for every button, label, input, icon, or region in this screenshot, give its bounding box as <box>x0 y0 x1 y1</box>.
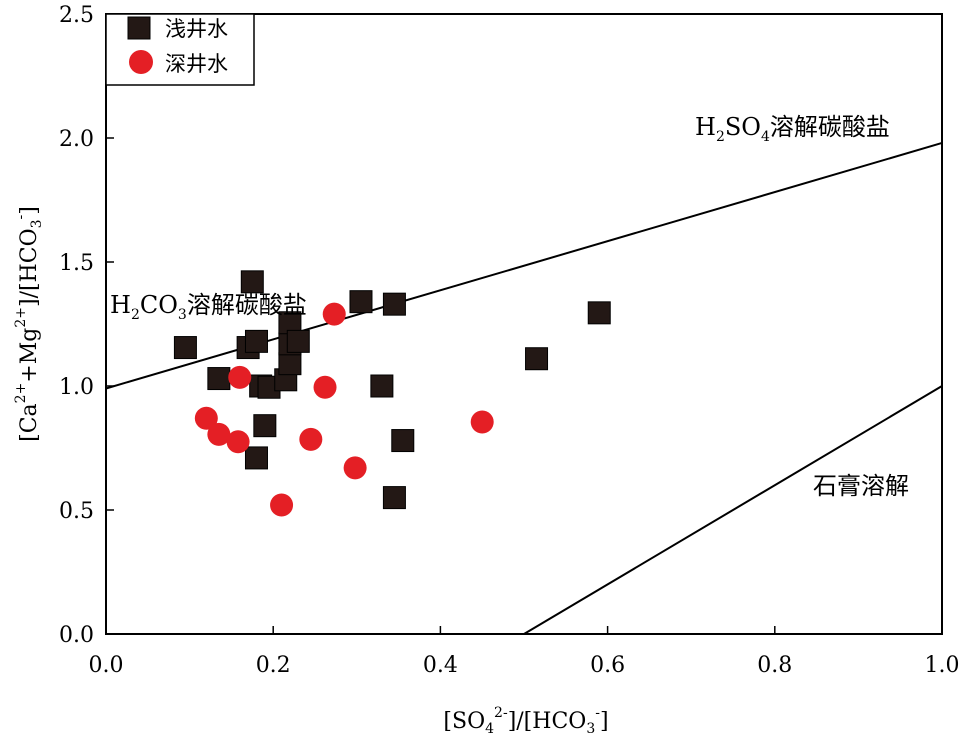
x-tick-label: 0.6 <box>590 653 625 678</box>
x-tick-label: 0.4 <box>423 653 458 678</box>
annotation-h2so4-pre: H <box>695 113 716 141</box>
shallow-well-point <box>244 446 268 470</box>
shallow-well-point <box>525 347 549 371</box>
y-title-sub: 3 <box>29 219 45 228</box>
x-title-sub2: 3 <box>586 721 595 737</box>
x-title-prefix: [SO <box>443 709 485 734</box>
annotation-h2co3-mid: CO <box>140 291 178 319</box>
deep-well-point <box>299 427 323 451</box>
legend: 浅井水 深井水 <box>105 13 255 86</box>
annotation-h2so4-post: 溶解碳酸盐 <box>770 113 890 141</box>
deep-well-point <box>470 410 494 434</box>
shallow-well-point <box>382 486 406 510</box>
axis-ticks: 0.0 0.2 0.4 0.6 0.8 1.0 0.0 0.5 1.0 1.5 2.0 2.5 <box>59 3 960 678</box>
legend-label-shallow: 浅井水 <box>165 17 228 41</box>
plot-frame <box>105 13 943 635</box>
annotation-h2co3-sub2: 3 <box>178 307 187 323</box>
shallow-well-point <box>207 367 231 391</box>
y-tick-label: 2.5 <box>59 3 94 28</box>
x-title-end: ] <box>600 709 609 734</box>
y-title-sup2: 2+ <box>13 307 29 328</box>
deep-well-point <box>313 375 337 399</box>
annotation-h2co3-pre: H <box>110 291 131 319</box>
x-tick-label: 1.0 <box>925 653 960 678</box>
x-axis-title: [SO42-]/[HCO3-] <box>443 705 608 737</box>
y-title-sup: 2+ <box>13 383 29 404</box>
shallow-well-point <box>240 270 264 294</box>
annotation-h2co3: H2CO3溶解碳酸盐 <box>110 291 307 323</box>
shallow-well-point <box>349 290 373 314</box>
x-title-sup: 2- <box>494 705 508 721</box>
legend-label-deep: 深井水 <box>165 52 228 76</box>
data-points <box>173 270 611 517</box>
x-tick-label: 0.0 <box>89 653 124 678</box>
deep-well-point <box>194 406 218 430</box>
y-axis-title: [Ca2++Mg2+]/[HCO3-] <box>13 206 45 442</box>
annotation-h2so4: H2SO4溶解碳酸盐 <box>695 113 890 145</box>
legend-marker-square <box>127 16 151 40</box>
h2so4-line <box>105 142 943 390</box>
shallow-well-point <box>278 352 302 376</box>
x-title-sub: 4 <box>485 721 494 737</box>
y-tick-label: 1.0 <box>59 375 94 400</box>
y-tick-label: 1.5 <box>59 251 94 276</box>
y-title-end: ] <box>17 206 42 215</box>
x-tick-label: 0.2 <box>256 653 291 678</box>
shallow-well-point <box>286 329 310 353</box>
x-tick-label: 0.8 <box>757 653 792 678</box>
deep-well-point <box>322 302 346 326</box>
annotation-h2co3-sub: 2 <box>131 307 140 323</box>
annotation-h2so4-sub2: 4 <box>761 129 770 145</box>
deep-well-point <box>343 456 367 480</box>
annotation-h2so4-mid: SO <box>725 113 761 141</box>
reference-lines <box>105 142 943 635</box>
annotation-h2so4-sub: 2 <box>716 129 725 145</box>
annotation-gypsum: 石膏溶解 <box>813 472 909 500</box>
legend-marker-circle <box>129 50 153 74</box>
shallow-well-point <box>253 414 277 438</box>
y-title-prefix: [Ca <box>17 403 42 442</box>
x-title-sup2: - <box>595 705 600 721</box>
shallow-well-point <box>587 301 611 325</box>
y-title-mid: +Mg <box>17 328 42 383</box>
y-title-sup3: - <box>13 214 29 219</box>
shallow-well-point <box>391 429 415 453</box>
y-tick-label: 0.5 <box>59 499 94 524</box>
y-tick-label: 2.0 <box>59 127 94 152</box>
deep-well-point <box>270 493 294 517</box>
gypsum-line <box>523 385 943 635</box>
shallow-well-point <box>173 336 197 360</box>
shallow-well-point <box>382 292 406 316</box>
deep-well-point <box>228 365 252 389</box>
deep-well-point <box>226 430 250 454</box>
y-title-suffix: ]/[HCO <box>17 228 42 307</box>
shallow-well-point <box>370 374 394 398</box>
x-title-suffix: ]/[HCO <box>508 709 587 734</box>
annotation-h2co3-post: 溶解碳酸盐 <box>187 291 307 319</box>
y-tick-label: 0.0 <box>59 623 94 648</box>
deep-well-point <box>207 422 231 446</box>
shallow-well-point <box>244 329 268 353</box>
